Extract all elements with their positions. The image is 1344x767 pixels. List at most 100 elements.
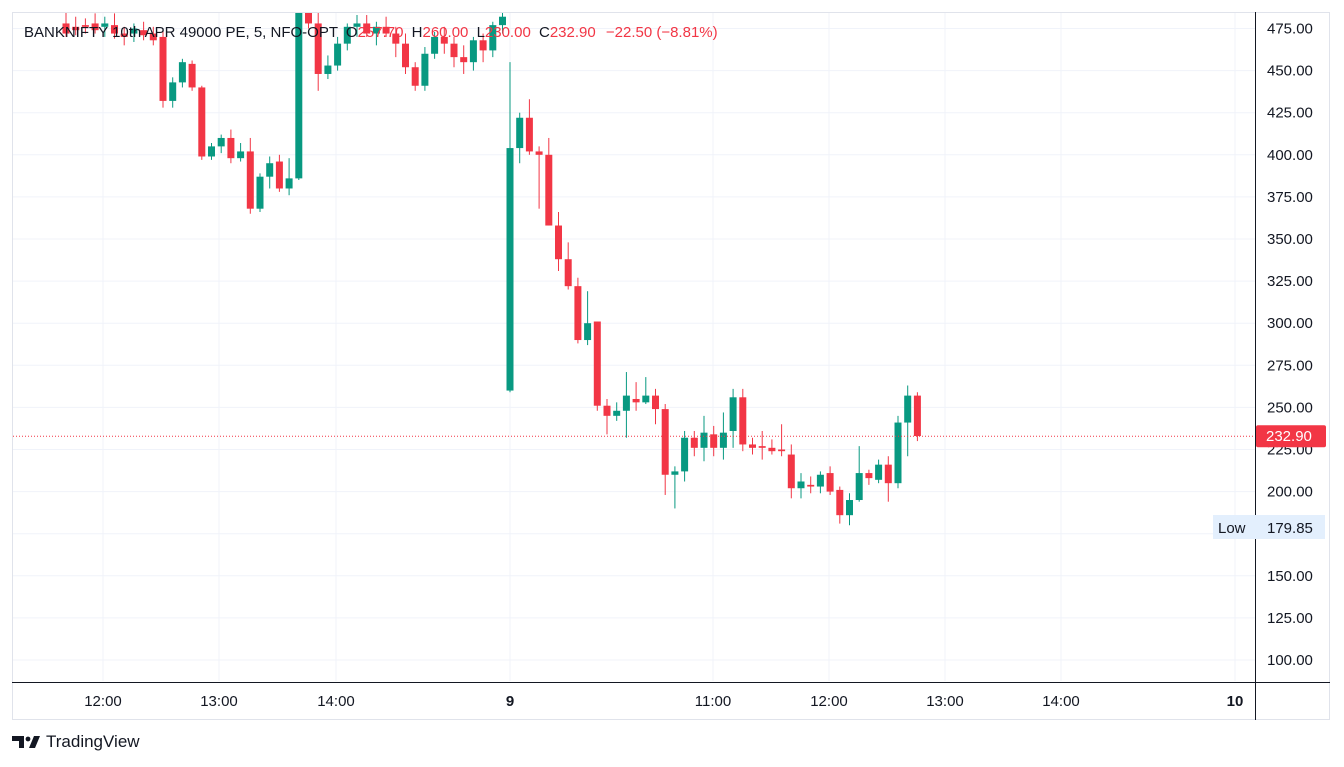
candle-body (535, 151, 543, 155)
candle-body (402, 43, 409, 68)
candle-body (169, 82, 177, 101)
low-marker-label: Low (1218, 520, 1246, 537)
candle-body (797, 481, 805, 489)
candle-body (295, 13, 303, 179)
low-label: L (476, 24, 485, 41)
candle-body (506, 148, 514, 391)
tradingview-logo-icon (12, 734, 42, 750)
candle-body (884, 464, 892, 484)
candle-body (681, 437, 689, 472)
candle-body (904, 395, 912, 423)
tradingview-brand[interactable]: TradingView (12, 732, 140, 752)
candle-body (285, 178, 293, 189)
candle-body (525, 117, 533, 152)
candle-body (545, 154, 553, 226)
candle-body (314, 23, 322, 74)
candle-body (343, 26, 351, 44)
candle-body (816, 474, 824, 487)
low-marker-value: 179.85 (1267, 520, 1313, 537)
y-tick-label: 125.00 (1267, 610, 1313, 627)
last-price-label: 232.90 (1266, 428, 1312, 445)
candle-body (421, 53, 429, 86)
candle-body (516, 117, 524, 149)
x-tick-label: 14:00 (317, 693, 355, 710)
time-axis[interactable]: 12:00 13:00 14:00 9 11:00 12:00 13:00 14:00 10 (84, 693, 1243, 710)
candle-body (198, 87, 206, 157)
candle-body (758, 446, 766, 448)
candle-body (622, 395, 630, 411)
candle-body (584, 323, 592, 341)
candle-body (690, 437, 698, 448)
candle-body (826, 473, 834, 492)
candle-body (489, 25, 497, 51)
y-tick-label: 450.00 (1267, 63, 1313, 80)
candle-body (266, 163, 274, 177)
candle-body (652, 395, 659, 410)
candle-body (208, 146, 215, 157)
y-tick-label: 400.00 (1267, 147, 1313, 164)
last-price-badge: 232.90 (1256, 425, 1326, 448)
candle-body (836, 489, 844, 516)
candle-body (324, 65, 332, 74)
candle-body (739, 397, 747, 445)
y-tick-label: 425.00 (1267, 105, 1313, 122)
candle-body (671, 471, 679, 475)
ohlc-legend: BANKNIFTY 10th APR 49000 PE, 5, NFO-OPT … (24, 24, 718, 41)
low-value: 230.00 (484, 24, 531, 41)
y-tick-label: 300.00 (1267, 315, 1313, 332)
candle-body (603, 405, 611, 416)
tradingview-name: TradingView (46, 732, 140, 751)
x-tick-label: 12:00 (84, 693, 122, 710)
x-tick-label: 11:00 (695, 693, 731, 710)
candle-body (382, 26, 390, 34)
candle-body (632, 398, 640, 403)
candle-body (372, 26, 380, 34)
candle-body (237, 151, 245, 159)
candle-body (661, 409, 669, 475)
y-tick-label: 250.00 (1267, 399, 1313, 416)
candle-body (188, 63, 196, 88)
y-tick-label: 350.00 (1267, 231, 1313, 248)
price-axis[interactable]: 100.00125.00150.00175.00200.00225.00250.… (1267, 21, 1313, 670)
y-tick-label: 475.00 (1267, 21, 1313, 38)
candle-body (392, 33, 400, 44)
candle-body (479, 40, 487, 51)
candle-body (91, 23, 99, 31)
candle-body (469, 40, 477, 63)
candle-body (159, 36, 167, 101)
candle-body (440, 36, 448, 44)
y-tick-label: 100.00 (1267, 652, 1313, 669)
candle-body (227, 137, 235, 159)
candle-body (111, 25, 118, 34)
x-tick-label: 14:00 (1042, 693, 1080, 710)
candle-body (875, 464, 883, 480)
open-label: O (345, 24, 358, 41)
candle-body (710, 434, 718, 448)
candle-body (865, 473, 873, 479)
grid (13, 13, 1255, 681)
candle-body (613, 410, 621, 416)
candle-body (593, 321, 601, 406)
candle-body (363, 23, 371, 34)
candle-body (460, 57, 468, 63)
candle-body (787, 454, 795, 489)
candle-body (450, 43, 458, 58)
x-tick-label: 13:00 (926, 693, 964, 710)
candle-body (555, 225, 562, 260)
change-value: −22.50 (−8.81%) (605, 24, 718, 41)
candle-body (719, 432, 727, 448)
candles (62, 13, 921, 526)
chart-frame (12, 12, 1330, 720)
candle-body (178, 62, 186, 83)
candle-body (499, 16, 506, 26)
symbol-title[interactable]: BANKNIFTY 10th APR 49000 PE, 5, NFO-OPT (24, 24, 338, 41)
close-label: C (538, 24, 550, 41)
x-tick-label: 13:00 (200, 693, 238, 710)
candle-body (729, 397, 737, 431)
candle-body (768, 447, 776, 452)
candle-body (353, 23, 361, 27)
candle-body (256, 176, 264, 209)
candle-body (62, 23, 70, 34)
candle-body (855, 473, 863, 501)
